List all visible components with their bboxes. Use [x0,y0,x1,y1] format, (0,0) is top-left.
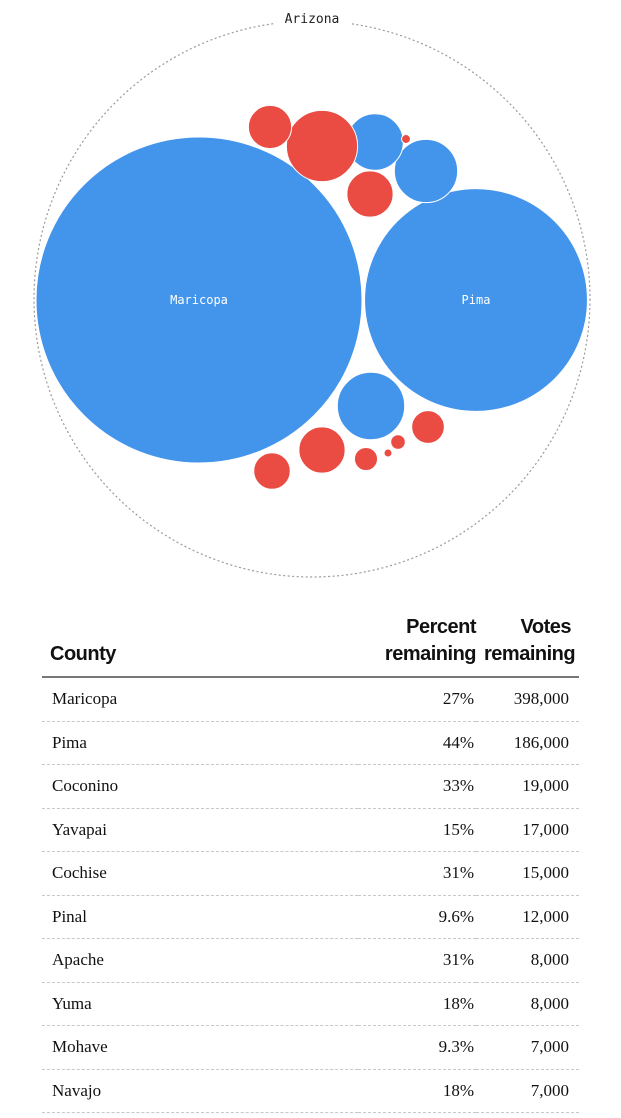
cell-percent: 15% [442,819,474,839]
table-row: Cochise 31% 15,000 [42,852,579,895]
table-row: Pima 44% 186,000 [42,721,579,765]
cell-percent: 27% [442,689,474,709]
red-bubble [383,448,393,458]
table-header-row: County Percent remaining Votes remaining [42,614,579,677]
cell-percent: 9.6% [438,906,474,926]
red-bubble [401,134,411,144]
cell-votes: 7,000 [530,1037,569,1057]
cell-percent: 33% [442,776,474,796]
blue-bubble [393,138,459,204]
cell-percent: 31% [442,950,474,970]
header-votes-remaining: Votes remaining [476,614,579,677]
cell-percent: 44% [442,732,474,752]
county-table-container: County Percent remaining Votes remaining… [42,614,579,1113]
cell-county: Navajo [52,1080,102,1100]
table-row: Yavapai 15% 17,000 [42,808,579,852]
cell-county: Maricopa [52,689,118,709]
header-county: County [50,643,116,665]
cell-county: Apache [52,950,104,970]
blue-bubble [336,371,406,441]
cell-votes: 7,000 [530,1080,569,1100]
red-bubble [285,109,359,183]
cell-county: Yuma [52,993,92,1013]
cell-county: Cochise [52,863,107,883]
cell-votes: 398,000 [513,689,569,709]
cell-county: Coconino [52,776,119,796]
bubble-group: Maricopa Pima [35,104,588,490]
bubble-chart: Arizona Maricopa Pima [33,9,591,578]
state-label-bg [274,9,350,27]
table-row: Navajo 18% 7,000 [42,1069,579,1113]
cell-percent: 18% [442,1080,474,1100]
cell-votes: 186,000 [513,732,569,752]
table-row: Apache 31% 8,000 [42,939,579,982]
table-row: Pinal 9.6% 12,000 [42,895,579,939]
red-bubble [253,452,291,490]
cell-votes: 17,000 [522,819,569,839]
cell-percent: 9.3% [438,1037,474,1057]
blue-bubble [35,136,363,464]
header-percent-line1: Percent [406,616,476,638]
red-bubble [390,434,406,450]
cell-county: Mohave [52,1037,108,1057]
red-bubble [298,426,346,474]
cell-votes: 15,000 [522,863,569,883]
header-votes-line1: Votes [520,616,572,638]
cell-county: Yavapai [52,819,107,839]
table-row: Mohave 9.3% 7,000 [42,1026,579,1069]
county-table: County Percent remaining Votes remaining… [42,614,579,1113]
cell-percent: 31% [442,863,474,883]
cell-votes: 8,000 [530,993,569,1013]
cell-votes: 12,000 [522,906,569,926]
red-bubble [411,410,445,444]
bubble-label-maricopa: Maricopa [170,293,228,307]
red-bubble [353,446,379,472]
bubble-label-pima: Pima [462,293,491,307]
state-label: Arizona [285,12,340,27]
cell-county: Pinal [52,906,87,926]
cell-votes: 19,000 [522,776,569,796]
cell-percent: 18% [442,993,474,1013]
cell-votes: 8,000 [530,950,569,970]
header-percent-line2: remaining [384,643,477,665]
table-row: Yuma 18% 8,000 [42,982,579,1026]
table-row: Coconino 33% 19,000 [42,765,579,808]
red-bubble [247,104,293,150]
header-votes-line2: remaining [484,643,576,665]
table-row: Maricopa 27% 398,000 [42,677,579,721]
cell-county: Pima [52,732,87,752]
blue-bubble [364,188,588,412]
red-bubble [346,170,394,218]
header-percent-remaining: Percent remaining [358,614,477,677]
